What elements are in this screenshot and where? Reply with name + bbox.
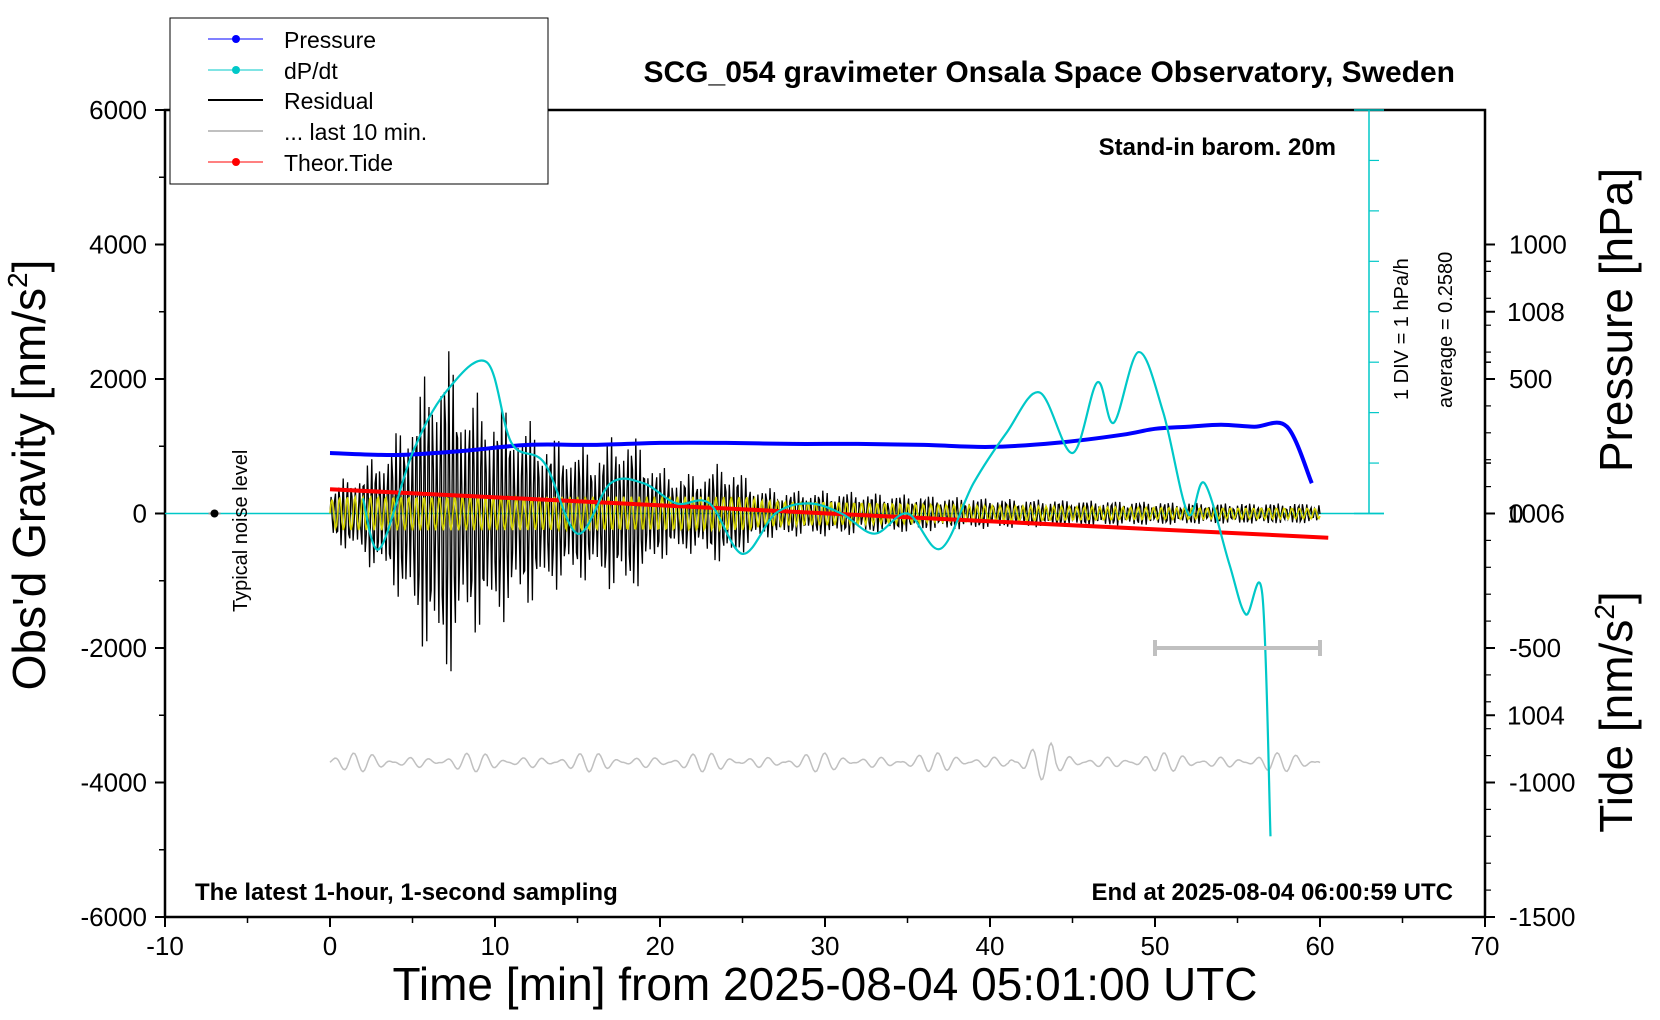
pressure-line [329, 420, 1314, 485]
left-axis-title: Obs'd Gravity [nm/s2] [2, 260, 55, 691]
barometer-note: Stand-in barom. 20m [1099, 134, 1336, 161]
x-tick-label: 10 [481, 931, 510, 961]
end-time-note: End at 2025-08-04 06:00:59 UTC [1092, 879, 1454, 906]
left-axis-ticks: -6000 -4000 -2000 0 2000 4000 6000 [81, 95, 165, 932]
left-axis-title-sup: 2 [2, 272, 33, 288]
chart-title: SCG_054 gravimeter Onsala Space Observat… [644, 56, 1456, 89]
tide-axis-title-main: Tide [nm/s [1590, 620, 1642, 833]
tide-axis-title-sup: 2 [1589, 604, 1620, 620]
legend-label-pressure: Pressure [284, 27, 376, 53]
tide-tick-label: -500 [1509, 633, 1561, 663]
div-scale-label: 1 DIV = 1 hPa/h [1391, 258, 1413, 400]
left-tick-label: 0 [133, 499, 147, 529]
legend-marker-pressure [232, 35, 240, 43]
x-tick-label: 0 [323, 931, 337, 961]
x-tick-label: 60 [1306, 931, 1335, 961]
legend: Pressure dP/dt Residual ... last 10 min.… [169, 17, 549, 185]
last10-line [329, 741, 1321, 781]
x-tick-label: 50 [1141, 931, 1170, 961]
tide-tick-label: 1000 [1509, 230, 1567, 260]
pressure-tick-label: 1008 [1507, 297, 1565, 327]
x-tick-label: -10 [146, 931, 184, 961]
left-tick-label: 4000 [89, 230, 147, 260]
right-axis-ticks: 1004 1006 1008 -1500 -1000 -500 0 500 1000 [1485, 230, 1576, 932]
left-tick-label: -2000 [81, 633, 148, 663]
x-axis-title: Time [min] from 2025-08-04 05:01:00 UTC [393, 958, 1258, 1010]
legend-marker-tide [232, 158, 240, 166]
pressure-tick-label: 1006 [1507, 499, 1565, 529]
left-axis-title-main: Obs'd Gravity [nm/s [3, 288, 55, 690]
noise-level-label: Typical noise level [230, 450, 252, 612]
pressure-tick-label: 1004 [1507, 700, 1565, 730]
residual-filtered-line [329, 494, 1321, 533]
legend-marker-dpdt [232, 66, 240, 74]
legend-label-dpdt: dP/dt [284, 58, 338, 84]
left-axis-title-end: ] [3, 260, 55, 273]
pressure-axis-title: Pressure [hPa] [1590, 168, 1642, 472]
tide-tick-label: -1000 [1509, 768, 1576, 798]
dpdt-scale-axis [1354, 109, 1384, 515]
x-tick-label: 30 [811, 931, 840, 961]
legend-label-last10: ... last 10 min. [284, 119, 427, 145]
legend-label-residual: Residual [284, 88, 374, 114]
tide-tick-label: -1500 [1509, 902, 1576, 932]
legend-label-tide: Theor.Tide [284, 150, 393, 176]
x-tick-label: 20 [646, 931, 675, 961]
left-tick-label: 6000 [89, 95, 147, 125]
left-tick-label: 2000 [89, 364, 147, 394]
tide-tick-label: 500 [1509, 364, 1552, 394]
series-layer [165, 351, 1384, 837]
left-tick-label: -4000 [81, 768, 148, 798]
dpdt-line [361, 351, 1272, 837]
tide-tick-label: 0 [1509, 499, 1523, 529]
noise-level-marker [210, 509, 219, 518]
x-tick-label: 40 [976, 931, 1005, 961]
tide-axis-title-end: ] [1590, 591, 1642, 604]
average-label: average = 0.2580 [1435, 252, 1457, 408]
left-tick-label: -6000 [81, 902, 148, 932]
sampling-note: The latest 1-hour, 1-second sampling [195, 879, 618, 906]
x-axis-ticks: -10 0 10 20 30 40 50 60 70 [146, 917, 1499, 961]
x-tick-label: 70 [1471, 931, 1500, 961]
tide-line [329, 487, 1329, 540]
tide-axis-title: Tide [nm/s2] [1589, 591, 1642, 832]
residual-line [329, 351, 1321, 672]
